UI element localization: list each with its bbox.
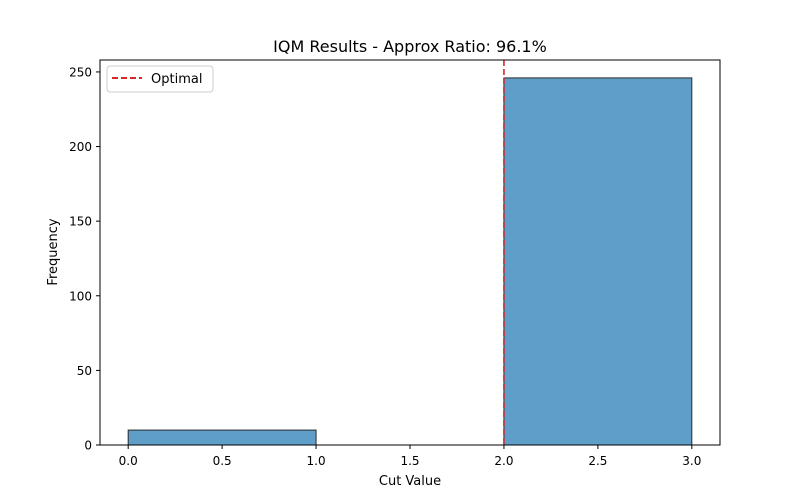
bars-group — [127, 77, 693, 446]
y-tick-label: 100 — [69, 289, 92, 303]
x-tick-label: 1.5 — [400, 454, 419, 468]
y-tick-label: 50 — [77, 364, 92, 378]
x-tick-label: 2.0 — [494, 454, 513, 468]
y-tick-label: 200 — [69, 140, 92, 154]
x-tick-label: 0.5 — [213, 454, 232, 468]
x-axis-ticks: 0.0 0.5 1.0 1.5 2.0 2.5 3.0 — [119, 445, 701, 468]
chart-title: IQM Results - Approx Ratio: 96.1% — [273, 37, 547, 56]
y-axis-label: Frequency — [46, 218, 61, 285]
histogram-bar-2 — [503, 77, 693, 446]
y-tick-label: 250 — [69, 65, 92, 79]
x-tick-label: 2.5 — [588, 454, 607, 468]
x-tick-label: 1.0 — [307, 454, 326, 468]
y-tick-label: 0 — [84, 439, 92, 453]
y-tick-label: 150 — [69, 215, 92, 229]
y-axis-ticks: 0 50 100 150 200 250 — [69, 65, 100, 453]
histogram-bar-0 — [127, 429, 317, 446]
legend: Optimal — [106, 65, 214, 93]
x-tick-label: 0.0 — [119, 454, 138, 468]
x-tick-label: 3.0 — [682, 454, 701, 468]
x-axis-label: Cut Value — [379, 474, 441, 489]
legend-box — [106, 65, 214, 93]
legend-optimal-label: Optimal — [151, 72, 202, 87]
